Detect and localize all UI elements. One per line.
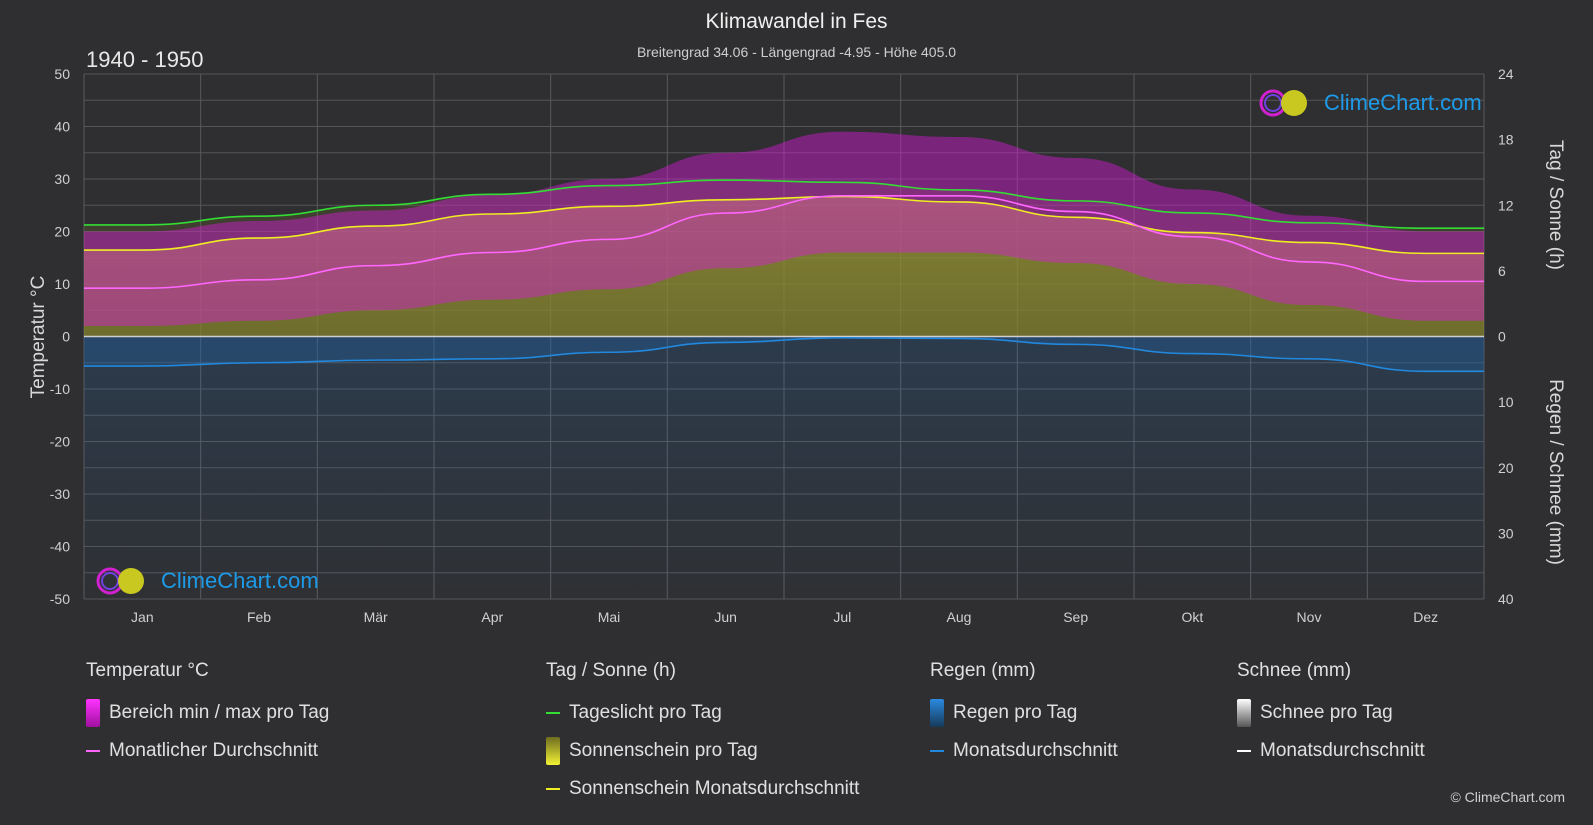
legend-item: Monatlicher Durchschnitt <box>86 732 329 770</box>
logo-text: ClimeChart.com <box>161 568 319 593</box>
legend-label: Tageslicht pro Tag <box>569 702 722 723</box>
logo-bottom: ClimeChart.com <box>95 566 319 596</box>
month-label: Nov <box>1297 609 1322 625</box>
swatch-rain-avg <box>930 750 944 752</box>
legend-item: Monatsdurchschnitt <box>1237 732 1425 770</box>
logo-icon <box>1259 89 1307 117</box>
temp-tick-label: -30 <box>50 486 70 502</box>
climate-chart: 50 40 30 20 10 0 -10 -20 -30 -40 -50 24 18 12 6 0 10 20 30… <box>28 66 1566 625</box>
temp-tick-label: 30 <box>54 171 70 187</box>
legend-item: Monatsdurchschnitt <box>930 732 1118 770</box>
legend-label: Regen pro Tag <box>953 702 1078 723</box>
sun-tick-label: 6 <box>1498 263 1506 279</box>
logo-top: ClimeChart.com <box>1258 88 1482 118</box>
right-axis-title-sun: Tag / Sonne (h) <box>1545 140 1566 270</box>
legend-item: Tageslicht pro Tag <box>546 694 859 732</box>
rain-tick-label: 30 <box>1498 525 1514 541</box>
rain-tick-label: 40 <box>1498 591 1514 607</box>
copyright: © ClimeChart.com <box>1450 789 1565 805</box>
sunshine-avg-line <box>83 195 1484 255</box>
temp-tick-label: 40 <box>54 119 70 135</box>
legend-item: Regen pro Tag <box>930 694 1118 732</box>
rain-daily-bars <box>84 336 1484 599</box>
temp-tick-label: 10 <box>54 276 70 292</box>
legend-label: Monatsdurchschnitt <box>953 740 1118 761</box>
temp-tick-label: 0 <box>62 329 70 345</box>
legend-sun: Tag / Sonne (h) Tageslicht pro Tag Sonne… <box>546 660 859 808</box>
rain-avg-line <box>84 337 1484 373</box>
swatch-snow <box>1237 699 1251 727</box>
chart-subtitle: Breitengrad 34.06 - Längengrad -4.95 - H… <box>636 44 957 60</box>
sun-tick-label: 12 <box>1498 197 1514 213</box>
rain-tick-label: 20 <box>1498 460 1514 476</box>
rain-tick-label: 10 <box>1498 394 1514 410</box>
sunshine-area <box>84 196 1484 337</box>
legend-item: Bereich min / max pro Tag <box>86 694 329 732</box>
month-label: Mär <box>364 609 388 625</box>
legend-title: Schnee (mm) <box>1237 660 1352 681</box>
month-label: Okt <box>1181 609 1203 625</box>
legend-temperature: Temperatur °C Bereich min / max pro Tag … <box>86 660 329 770</box>
data-lines <box>83 179 1484 373</box>
sun-tick-label: 0 <box>1498 329 1506 345</box>
month-label: Aug <box>947 609 972 625</box>
swatch-daylight <box>546 712 560 714</box>
month-label: Jan <box>131 609 154 625</box>
swatch-temp-avg <box>86 750 100 752</box>
period-label: 1940 - 1950 <box>86 47 204 72</box>
daylight-area <box>84 180 1484 337</box>
month-label: Mai <box>598 609 621 625</box>
legend-label: Monatsdurchschnitt <box>1260 740 1425 761</box>
temp-tick-label: -50 <box>50 591 70 607</box>
left-axis-title: Temperatur °C <box>28 276 49 399</box>
legend-snow: Schnee (mm) Schnee pro Tag Monatsdurchsc… <box>1237 660 1425 770</box>
month-label: Jun <box>714 609 737 625</box>
legend-label: Sonnenschein Monatsdurchschnitt <box>569 778 860 799</box>
legend-item: Sonnenschein Monatsdurchschnitt <box>546 770 859 808</box>
month-label: Apr <box>481 609 503 625</box>
temp-tick-label: 20 <box>54 224 70 240</box>
legend-item: Sonnenschein pro Tag <box>546 732 859 770</box>
month-label: Dez <box>1413 609 1438 625</box>
temp-tick-label: 50 <box>54 66 70 82</box>
legend-title: Regen (mm) <box>930 660 1036 681</box>
swatch-sunshine <box>546 737 560 765</box>
sun-tick-label: 24 <box>1498 66 1514 82</box>
temp-tick-label: -20 <box>50 434 70 450</box>
swatch-temp-range <box>86 699 100 727</box>
right-axis-title-rain: Regen / Schnee (mm) <box>1545 379 1566 565</box>
month-label: Jul <box>833 609 851 625</box>
legend-label: Bereich min / max pro Tag <box>109 702 330 723</box>
legend-label: Schnee pro Tag <box>1260 702 1393 723</box>
sun-tick-label: 18 <box>1498 132 1514 148</box>
logo-text: ClimeChart.com <box>1324 90 1482 115</box>
legend-label: Monatlicher Durchschnitt <box>109 740 319 761</box>
swatch-sunshine-avg <box>546 788 560 790</box>
chart-title: Klimawandel in Fes <box>705 10 888 33</box>
daylight-line <box>83 179 1484 230</box>
swatch-snow-avg <box>1237 750 1251 752</box>
logo-icon <box>96 567 144 595</box>
month-label: Feb <box>247 609 271 625</box>
month-label: Sep <box>1063 609 1088 625</box>
legend-label: Sonnenschein pro Tag <box>569 740 758 761</box>
temp-range-band <box>84 131 1484 326</box>
legend-title: Tag / Sonne (h) <box>546 660 676 681</box>
legend-rain: Regen (mm) Regen pro Tag Monatsdurchschn… <box>930 660 1118 770</box>
temp-tick-label: -40 <box>50 539 70 555</box>
swatch-rain <box>930 699 944 727</box>
temp-avg-line <box>84 194 1484 290</box>
data-areas <box>84 131 1484 599</box>
legend-title: Temperatur °C <box>86 660 209 681</box>
temp-tick-label: -10 <box>50 381 70 397</box>
legend-item: Schnee pro Tag <box>1237 694 1425 732</box>
axis-ticks: 50 40 30 20 10 0 -10 -20 -30 -40 -50 24 18 12 6 0 10 20 30… <box>50 66 1514 625</box>
